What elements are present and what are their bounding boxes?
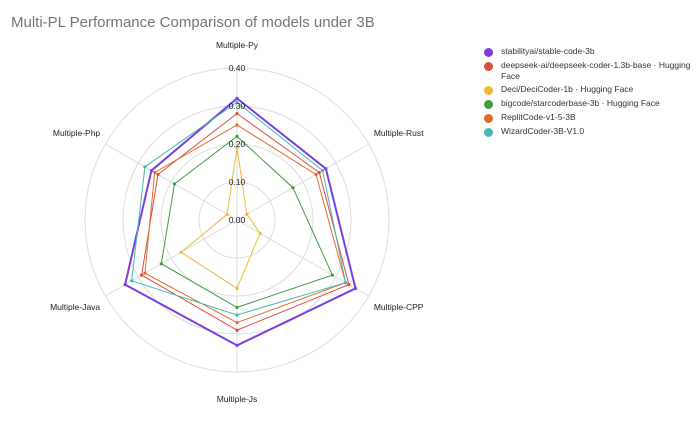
series-line — [160, 135, 334, 308]
grid-spoke — [105, 143, 238, 221]
series-point — [235, 328, 239, 332]
legend-item[interactable]: deepseek-ai/deepseek-coder-1.3b-base · H… — [484, 60, 694, 81]
legend-item[interactable]: WizardCoder-3B-V1.0 — [484, 126, 694, 137]
legend-swatch — [484, 86, 493, 95]
tick-label: 0.00 — [229, 215, 246, 225]
series-point — [179, 250, 183, 254]
series-5 — [130, 100, 348, 317]
tick-label: 0.40 — [229, 63, 246, 73]
tick-label: 0.20 — [229, 139, 246, 149]
tick-label: 0.10 — [229, 177, 246, 187]
radar-labels: 0.00 0.10 0.20 0.30 0.40 Multiple-Py Multiple-… — [50, 40, 424, 404]
axis-label: Multiple-Java — [50, 302, 100, 312]
series-point — [245, 212, 249, 216]
series-point — [235, 343, 239, 347]
series-point — [235, 123, 239, 127]
series-point — [130, 279, 134, 283]
legend-item[interactable]: Deci/DeciCoder-1b · Hugging Face — [484, 84, 694, 95]
series-point — [353, 286, 358, 290]
series-point — [324, 167, 328, 171]
legend-item[interactable]: bigcode/starcoderbase-3b · Hugging Face — [484, 98, 694, 109]
series-point — [235, 134, 239, 138]
series-point — [314, 172, 318, 176]
chart-title: Multi-PL Performance Comparison of model… — [11, 14, 375, 31]
axis-label: Multiple-Js — [217, 394, 258, 404]
radar-series — [123, 96, 358, 347]
grid-spoke — [105, 219, 238, 297]
legend-label: stabilityai/stable-code-3b — [501, 46, 595, 56]
series-2 — [179, 146, 262, 290]
legend-label: Deci/DeciCoder-1b · Hugging Face — [501, 84, 634, 94]
series-0 — [123, 96, 358, 347]
axis-label: Multiple-Php — [53, 128, 101, 138]
series-point — [225, 212, 229, 216]
legend-label: bigcode/starcoderbase-3b · Hugging Face — [501, 98, 660, 108]
legend-swatch — [484, 48, 493, 57]
legend-label: ReplitCode-v1-5-3B — [501, 112, 576, 122]
series-point — [317, 170, 321, 175]
legend-item[interactable]: stabilityai/stable-code-3b — [484, 46, 694, 57]
series-point — [156, 172, 160, 176]
series-point — [291, 186, 295, 190]
series-point — [347, 283, 351, 287]
series-point — [320, 169, 325, 173]
legend-item[interactable]: ReplitCode-v1-5-3B — [484, 112, 694, 123]
legend-swatch — [484, 128, 493, 137]
series-point — [343, 281, 348, 285]
series-point — [235, 96, 239, 100]
legend-label: WizardCoder-3B-V1.0 — [501, 126, 585, 136]
series-point — [330, 273, 335, 277]
series-line — [180, 147, 261, 290]
series-point — [235, 321, 239, 325]
axis-label: Multiple-Py — [216, 40, 259, 50]
series-4 — [143, 123, 348, 325]
series-point — [153, 170, 157, 175]
legend-swatch — [484, 62, 493, 71]
series-point — [159, 262, 163, 266]
series-point — [149, 169, 154, 173]
grid-spoke — [236, 143, 369, 221]
series-point — [123, 283, 127, 287]
legend-swatch — [484, 100, 493, 109]
series-point — [139, 273, 144, 277]
series-point — [172, 182, 177, 186]
legend: stabilityai/stable-code-3b deepseek-ai/de… — [484, 46, 694, 140]
series-point — [235, 112, 239, 116]
legend-swatch — [484, 114, 493, 123]
series-3 — [159, 134, 335, 309]
series-point — [235, 100, 239, 104]
series-point — [143, 271, 147, 275]
axis-label: Multiple-CPP — [374, 302, 424, 312]
series-point — [235, 313, 239, 317]
tick-label: 0.30 — [229, 101, 246, 111]
series-point — [235, 286, 239, 290]
series-point — [235, 146, 239, 150]
series-1 — [139, 112, 351, 332]
series-point — [143, 165, 147, 169]
legend-label: deepseek-ai/deepseek-coder-1.3b-base · H… — [501, 60, 691, 81]
axis-label: Multiple-Rust — [374, 128, 424, 138]
series-point — [235, 305, 239, 309]
series-point — [258, 231, 262, 235]
